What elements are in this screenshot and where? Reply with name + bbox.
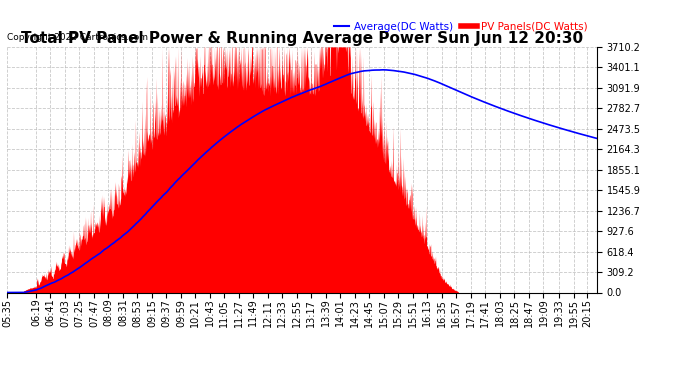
Title: Total PV Panel Power & Running Average Power Sun Jun 12 20:30: Total PV Panel Power & Running Average P… (21, 31, 583, 46)
Text: Copyright 2022 Cartronics.com: Copyright 2022 Cartronics.com (7, 33, 148, 42)
Legend: Average(DC Watts), PV Panels(DC Watts): Average(DC Watts), PV Panels(DC Watts) (330, 18, 591, 36)
